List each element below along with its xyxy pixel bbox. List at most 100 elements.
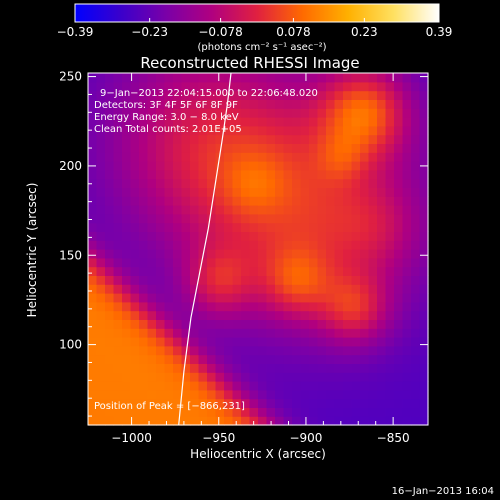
heatmap-cell (343, 108, 353, 118)
heatmap-cell (317, 363, 327, 373)
heatmap-cell (105, 90, 115, 100)
heatmap-cell (96, 398, 106, 408)
heatmap-cell (394, 372, 404, 382)
heatmap-cell (139, 337, 149, 347)
heatmap-cell (283, 231, 293, 241)
heatmap-cell (351, 301, 361, 312)
heatmap-cell (139, 372, 149, 382)
heatmap-cell (88, 345, 98, 356)
heatmap-cell (215, 319, 225, 329)
heatmap-cell (402, 407, 412, 417)
heatmap-cell (334, 240, 344, 250)
heatmap-cell (190, 398, 200, 408)
heatmap-cell (164, 81, 174, 92)
heatmap-cell (122, 152, 132, 162)
heatmap-cell (275, 125, 285, 136)
heatmap-cell (377, 407, 387, 417)
heatmap-cell (402, 301, 412, 312)
heatmap-cell (207, 319, 217, 329)
heatmap-cell (232, 81, 242, 92)
heatmap-cell (377, 284, 387, 294)
heatmap-cell (419, 196, 429, 206)
heatmap-cell (215, 416, 225, 426)
heatmap-cell (190, 266, 200, 276)
heatmap-cell (360, 90, 370, 100)
heatmap-cell (224, 337, 234, 347)
heatmap-cell (88, 301, 98, 312)
heatmap-cell (198, 363, 208, 373)
heatmap-cell (173, 187, 183, 197)
heatmap-cell (309, 363, 319, 373)
heatmap-cell (258, 99, 268, 109)
heatmap-cell (283, 117, 293, 127)
colorbar-ticks: −0.39 −0.23 −0.078 0.078 0.23 0.39 (57, 18, 452, 39)
heatmap-cell (96, 152, 106, 162)
heatmap-cell (360, 178, 370, 188)
heatmap-cell (326, 389, 336, 400)
heatmap-cell (122, 389, 132, 400)
heatmap-cell (215, 257, 225, 268)
heatmap-cell (368, 108, 378, 118)
heatmap-cell (411, 231, 421, 241)
heatmap-cell (88, 196, 98, 206)
heatmap-cell (224, 257, 234, 268)
heatmap-cell (317, 213, 327, 224)
heatmap-cell (147, 389, 157, 400)
heatmap-cell (190, 231, 200, 241)
heatmap-cell (207, 381, 217, 391)
heatmap-cell (334, 196, 344, 206)
heatmap-cell (360, 293, 370, 303)
heatmap-cell (164, 178, 174, 188)
heatmap-cell (266, 249, 276, 259)
heatmap-cell (190, 187, 200, 197)
heatmap-cell (326, 205, 336, 215)
heatmap-cell (181, 293, 191, 303)
heatmap-cell (419, 81, 429, 92)
heatmap-cell (173, 345, 183, 356)
heatmap-cell (411, 73, 421, 83)
heatmap-cell (402, 90, 412, 100)
heatmap-cell (232, 152, 242, 162)
heatmap-cell (215, 337, 225, 347)
heatmap-cell (173, 196, 183, 206)
heatmap-cell (360, 117, 370, 127)
heatmap-cell (258, 301, 268, 312)
heatmap-cell (96, 213, 106, 224)
heatmap-cell (394, 240, 404, 250)
heatmap-cell (249, 310, 259, 320)
heatmap-cell (326, 284, 336, 294)
heatmap-cell (181, 222, 191, 232)
heatmap-cell (368, 99, 378, 109)
heatmap-cell (377, 81, 387, 92)
heatmap-cell (164, 389, 174, 400)
heatmap-cell (309, 196, 319, 206)
heatmap-cell (147, 310, 157, 320)
heatmap-cell (292, 73, 302, 83)
heatmap-cell (88, 284, 98, 294)
heatmap-cell (343, 345, 353, 356)
heatmap-cell (351, 328, 361, 338)
heatmap-cell (241, 275, 251, 285)
heatmap-cell (224, 134, 234, 144)
heatmap-cell (96, 99, 106, 109)
heatmap-cell (300, 319, 310, 329)
heatmap-cell (241, 81, 251, 92)
heatmap-cell (394, 337, 404, 347)
heatmap-cell (105, 363, 115, 373)
heatmap-cell (190, 222, 200, 232)
heatmap-cell (249, 381, 259, 391)
heatmap-cell (105, 275, 115, 285)
heatmap-cell (343, 161, 353, 171)
heatmap-cell (300, 257, 310, 268)
heatmap-cell (411, 301, 421, 312)
heatmap-cell (394, 169, 404, 180)
heatmap-cell (139, 345, 149, 356)
x-tick-label: −850 (377, 431, 410, 445)
heatmap-cell (249, 407, 259, 417)
heatmap-cell (249, 275, 259, 285)
heatmap-cell (164, 161, 174, 171)
heatmap-cell (190, 108, 200, 118)
heatmap-cell (411, 125, 421, 136)
heatmap-cell (173, 73, 183, 83)
heatmap-cell (283, 169, 293, 180)
